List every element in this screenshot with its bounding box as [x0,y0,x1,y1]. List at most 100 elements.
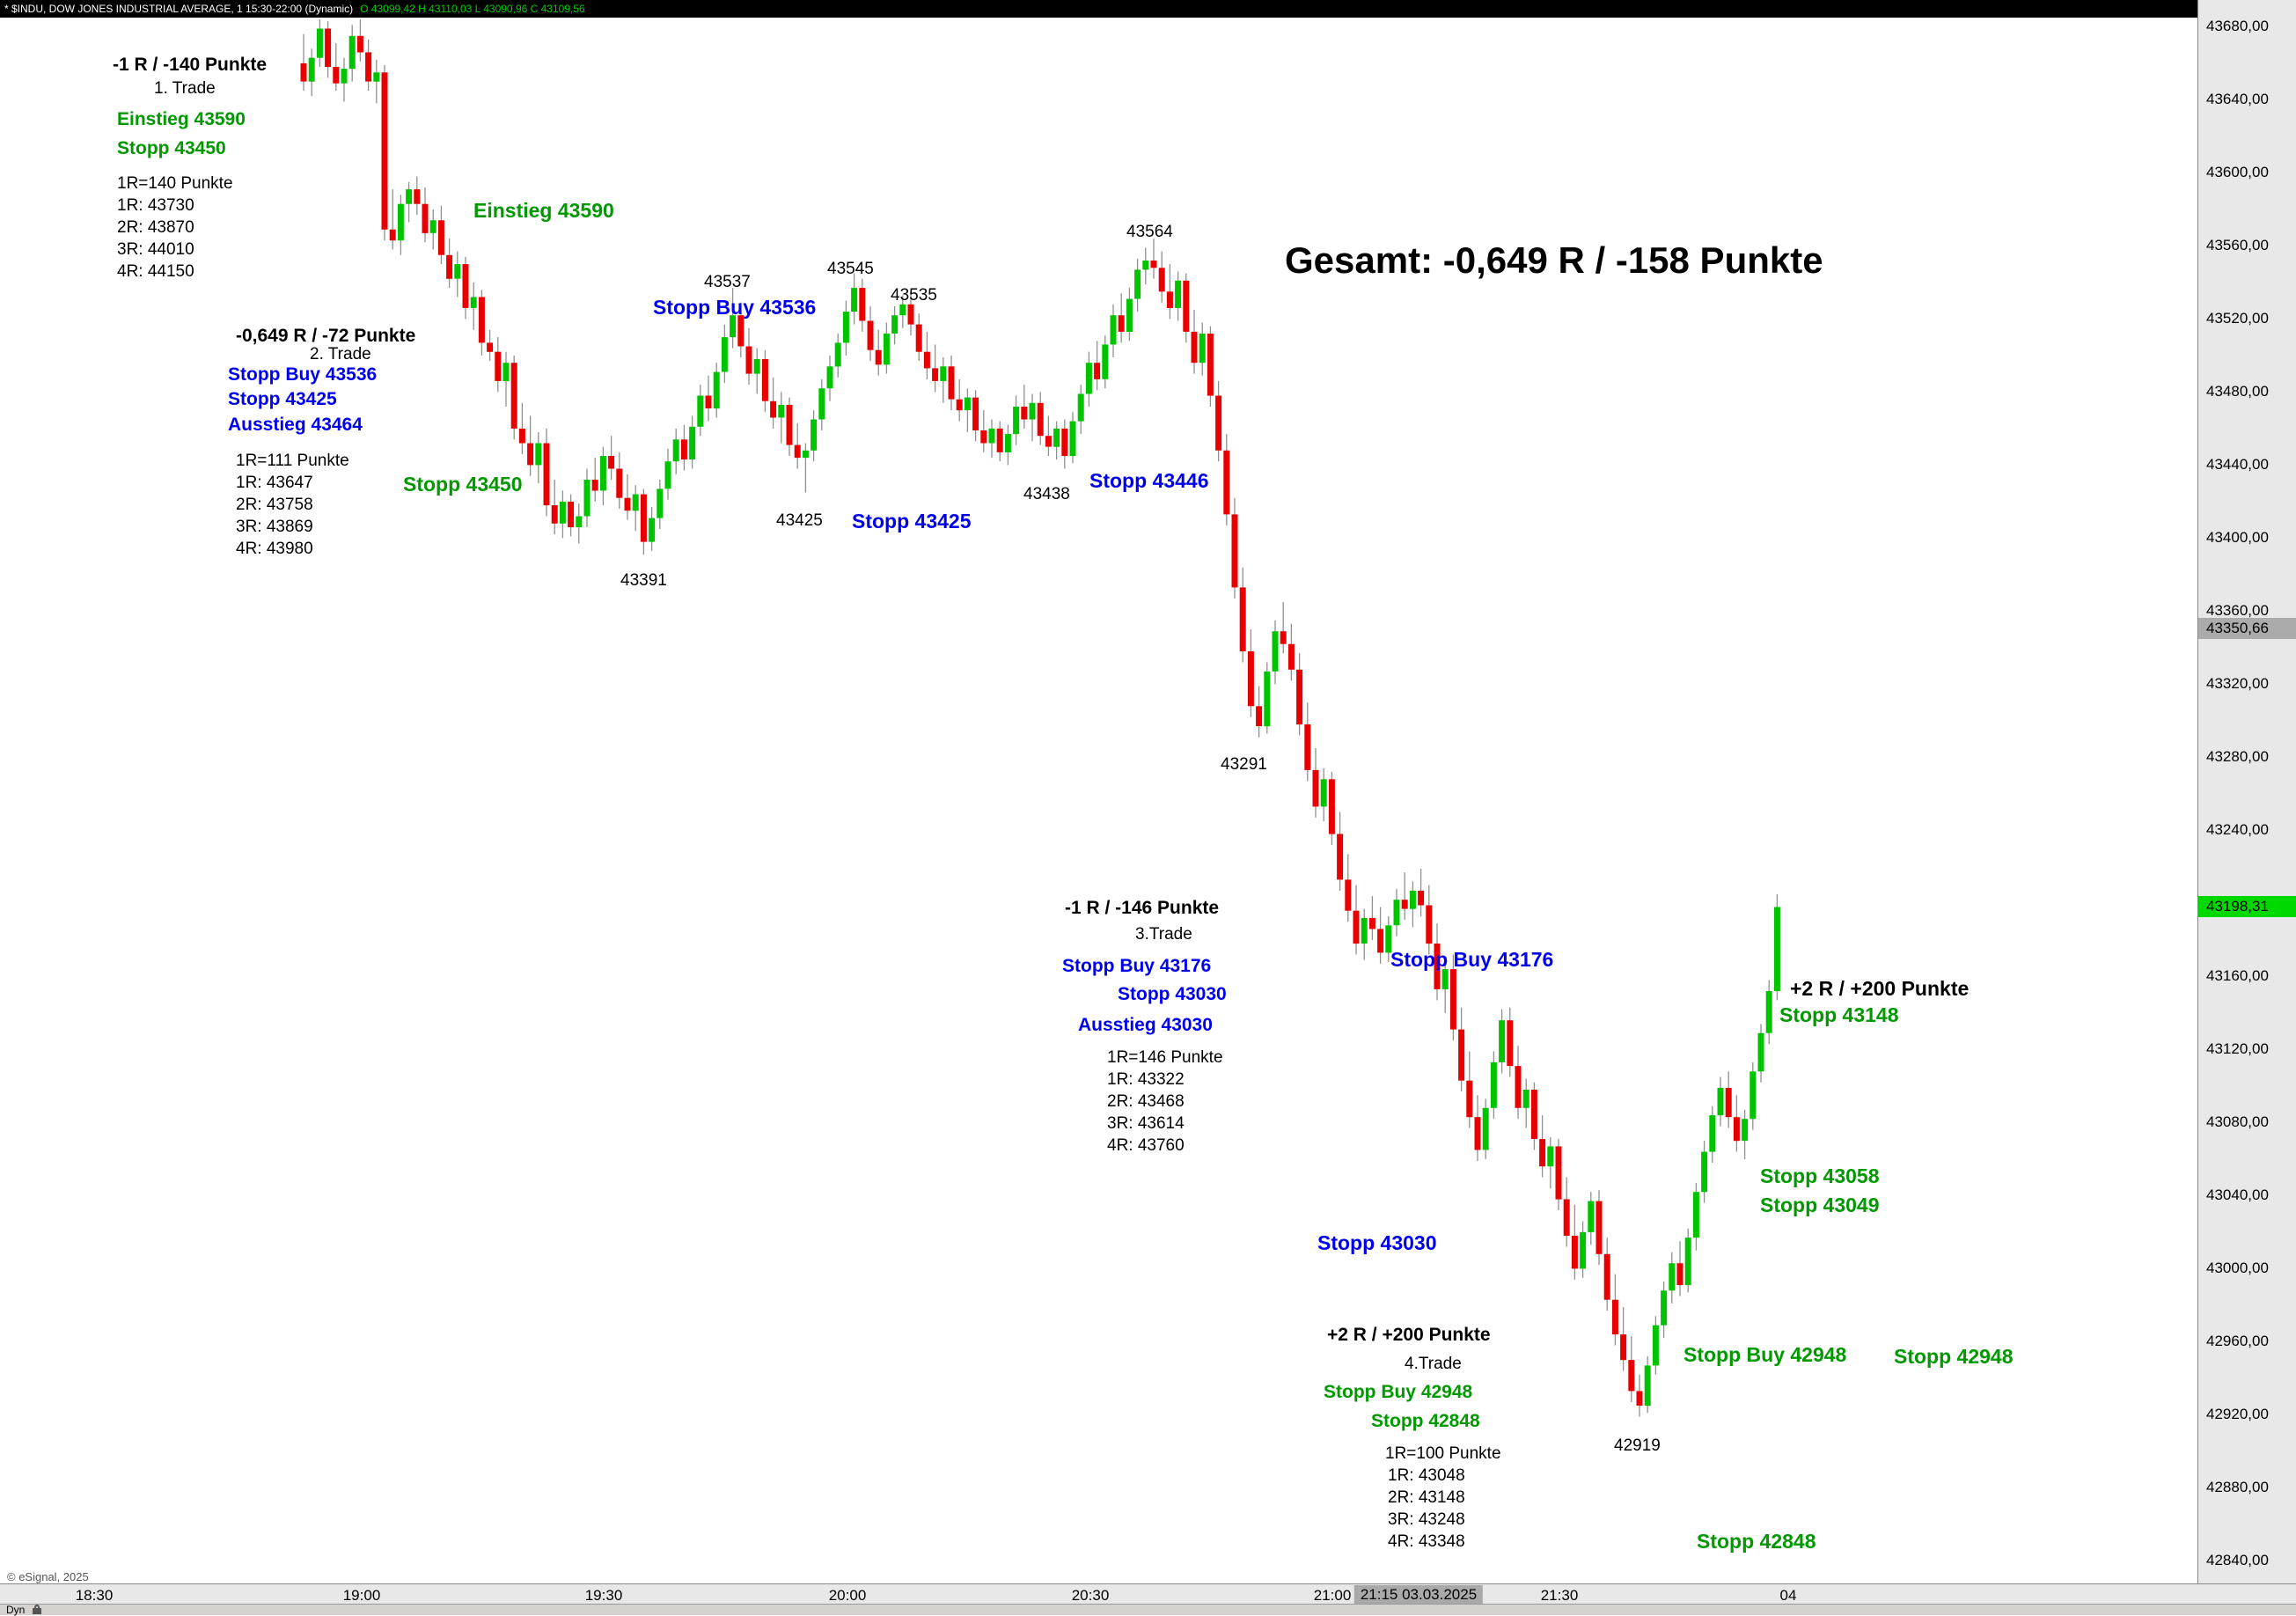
candle-body [406,189,413,204]
candle-body [1636,1391,1643,1406]
candle-body [632,494,639,511]
last-price-badge: 43198,31 [2198,895,2296,917]
candle-body [1239,587,1246,651]
candle-body [381,72,388,230]
candle-body [1499,1020,1506,1062]
candle-body [899,304,906,316]
candle-body [1507,1020,1514,1067]
candle-body [1320,779,1327,807]
reference-price-badge: 43350,66 [2198,617,2296,639]
candle-body [1110,315,1117,345]
price-tick: 43320,00 [2206,675,2269,693]
candle-body [308,57,315,82]
candle-body [1045,436,1052,447]
time-tick: 20:30 [1071,1587,1110,1604]
candle-body [1377,929,1384,953]
candle-body [1312,769,1319,807]
candle-body [1353,910,1360,944]
copyright-notice: © eSignal, 2025 [7,1570,89,1583]
price-axis[interactable]: 43680,00 43640,00 43600,00 43560,00 43520,00… [2197,0,2296,1583]
time-tick: 21:00 [1313,1587,1352,1604]
candle-body [446,254,453,279]
candle-body [770,400,777,418]
candle-body [1441,969,1449,989]
candle-body [1231,514,1238,588]
candle-body [1368,918,1375,929]
candle-body [680,439,687,460]
candle-body [1628,1360,1635,1392]
candle-body [1661,1290,1668,1326]
candle-body [422,203,429,233]
candle-body [883,334,890,365]
candle-body [915,324,922,352]
candle-body [429,220,436,233]
ohlc-readout: O 43099,42 H 43110,03 L 43090,96 C 43109… [360,3,585,15]
candle-body [1522,1090,1529,1108]
candle-body [932,368,939,381]
time-axis[interactable]: 18:30 19:00 19:30 20:00 20:30 21:00 21:30 04 21:… [0,1583,2296,1605]
candle-body [1603,1253,1610,1300]
candle-body [737,315,745,347]
candle-body [527,443,534,466]
candle-body [1118,315,1125,332]
time-tick: 19:00 [342,1587,381,1604]
price-tick: 43640,00 [2206,91,2269,108]
candle-body [1418,890,1425,906]
candle-body [502,363,510,381]
candle-body [1013,407,1020,435]
candle-body [454,264,461,279]
candle-body [1449,969,1456,1030]
candle-body [414,189,421,204]
candle-body [940,366,947,381]
dyn-button[interactable]: Dyn [6,1604,26,1616]
price-tick: 43040,00 [2206,1186,2269,1204]
candle-body [1061,428,1068,456]
candle-body [657,488,664,518]
candle-body [842,312,849,343]
candle-body [1555,1146,1562,1200]
candle-body [1434,944,1441,989]
candle-body [834,342,841,367]
candle-body [1701,1151,1708,1193]
candle-body [1773,907,1780,991]
candle-body [1126,298,1133,332]
candle-body [705,395,712,408]
candle-body [1466,1080,1473,1118]
candle-body [664,461,671,489]
candle-body [996,428,1003,452]
candle-body [1287,643,1295,670]
candle-body [543,443,550,506]
candle-body [1280,631,1287,644]
candle-body [583,480,591,517]
candle-body [1652,1325,1659,1366]
candle-body [1684,1238,1691,1286]
candle-body [1669,1263,1676,1291]
price-tick: 42840,00 [2206,1552,2269,1569]
price-tick: 43560,00 [2206,237,2269,254]
candle-body [778,404,785,418]
candle-body [1530,1090,1537,1139]
candle-body [1029,402,1036,420]
symbol-description: * $INDU, DOW JONES INDUSTRIAL AVERAGE, 1… [4,3,354,15]
price-tick: 43520,00 [2206,310,2269,327]
candle-body [1134,269,1141,299]
candle-body [1490,1061,1497,1108]
candle-body [487,342,494,352]
candle-body [341,69,348,84]
lock-icon[interactable] [32,1605,44,1615]
candle-body [1563,1199,1570,1236]
candle-body [1345,879,1352,911]
candle-body [786,404,793,445]
candle-body [397,203,404,241]
time-tick: 18:30 [75,1587,114,1604]
chart-canvas[interactable]: © eSignal, 2025 [0,18,2197,1583]
candle-body [1256,706,1263,727]
candle-body [1611,1299,1618,1335]
candle-body [599,456,606,491]
chart-title-bar: * $INDU, DOW JONES INDUSTRIAL AVERAGE, 1… [0,0,2197,18]
candle-body [826,366,833,389]
candle-body [437,220,444,255]
candle-body [1426,905,1433,944]
candle-body [1742,1119,1749,1142]
candle-body [891,315,899,334]
